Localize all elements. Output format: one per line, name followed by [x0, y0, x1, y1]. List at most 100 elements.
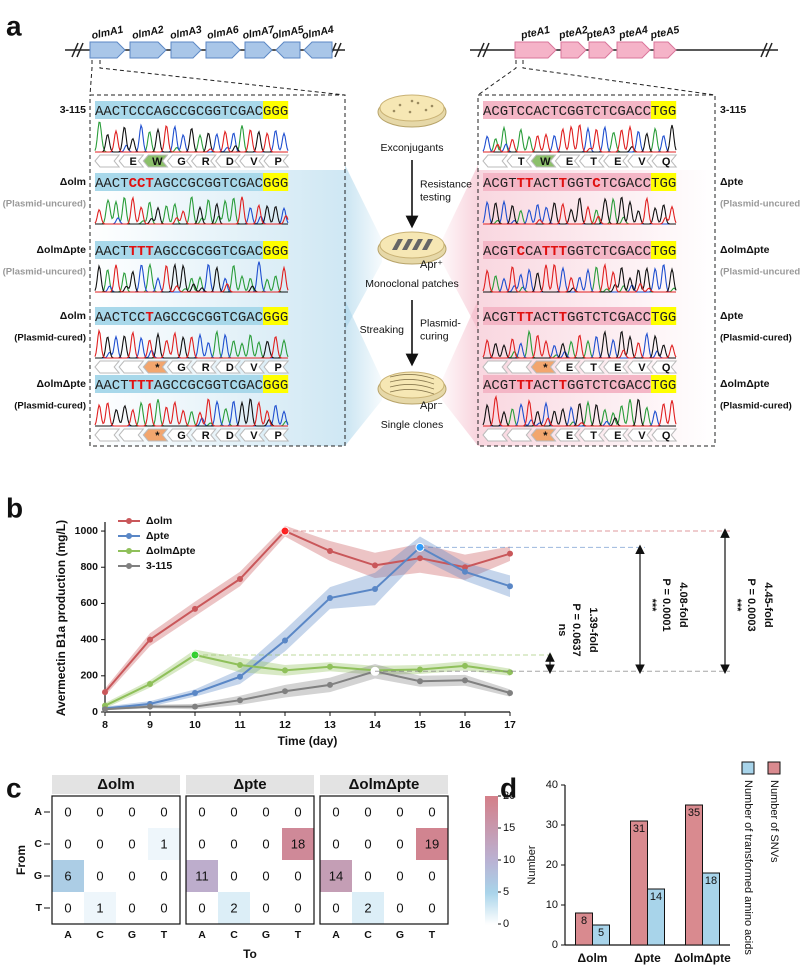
y-tick-label: 20: [546, 859, 558, 871]
zoom-line: [89, 60, 93, 96]
colorbar-step: [485, 870, 498, 873]
codon: [263, 154, 290, 168]
seq-segment: GGTCTCGACC: [567, 244, 651, 260]
chromatogram-trace: [483, 394, 677, 427]
chromatogram-trace: [483, 196, 677, 225]
annotation-p: P = 0.0637: [570, 603, 582, 656]
colorbar-step: [485, 914, 498, 917]
codon: [651, 360, 678, 374]
residue: Q: [662, 430, 671, 442]
colorbar-step: [485, 800, 498, 803]
cell: [384, 796, 416, 828]
chromatogram-trace: [94, 398, 288, 427]
strain-note: (Plasmid-uncured): [3, 199, 86, 210]
seq-segment: CCT: [129, 176, 154, 192]
colorbar-step: [485, 892, 498, 895]
colorbar-step: [485, 922, 498, 925]
colorbar-label: 0: [503, 918, 509, 930]
cell: [282, 796, 314, 828]
colorbar-step: [485, 850, 498, 853]
sequence: AACTCCTAGCCGCGGTCGACGGG: [95, 176, 288, 192]
arrow-label: testing: [420, 191, 451, 203]
arrow-label: Plasmid-: [420, 317, 461, 329]
colorbar-step: [485, 896, 498, 899]
cell: [250, 796, 282, 828]
point: [462, 564, 468, 571]
value-label: 8: [581, 915, 587, 927]
gene-arrow: [303, 41, 333, 59]
annotation-p: P = 0.0001: [660, 578, 672, 631]
x-tick-label: 16: [459, 719, 471, 731]
colorbar-label: 10: [503, 854, 515, 866]
colorbar-step: [485, 834, 498, 837]
codon: [263, 428, 290, 442]
codon: [554, 360, 581, 374]
zoom-box: [89, 94, 346, 447]
legend-label: Δolm: [146, 515, 172, 527]
x-axis-label: To: [243, 947, 257, 961]
cell-label: 2: [230, 900, 237, 915]
seq-bg: [95, 173, 263, 191]
gene-arrow: [616, 41, 651, 59]
cell-label: 0: [160, 804, 167, 819]
seq-bg: [95, 375, 263, 393]
colorbar-step: [485, 856, 498, 859]
pam-bg: [263, 307, 289, 325]
colorbar-step: [485, 814, 498, 817]
codon: [554, 428, 581, 442]
strain-label: ΔolmΔpte: [36, 378, 86, 390]
colorbar-step: [485, 798, 498, 801]
residue: R: [202, 430, 210, 442]
sequence: AACTTTTAGCCGCGGTCGACGGG: [95, 378, 288, 394]
codon: [94, 428, 121, 442]
break: [334, 42, 342, 58]
residue: Q: [662, 156, 671, 168]
residue: T: [590, 362, 597, 374]
residue: E: [566, 156, 573, 168]
legend-label: 3-115: [146, 560, 172, 572]
plate: [379, 371, 445, 399]
seq-bg: [95, 307, 263, 325]
gene-arrow: [129, 41, 167, 59]
colorbar-step: [485, 868, 498, 871]
residue: T: [590, 430, 597, 442]
bar: [702, 872, 720, 946]
point: [372, 585, 378, 592]
colorbar-step: [485, 810, 498, 813]
panel-title-bg: [186, 775, 314, 794]
seq-segment: ACT: [533, 310, 558, 326]
chromatogram-trace: [483, 196, 676, 225]
cell: [416, 892, 448, 924]
residue: V: [638, 156, 646, 168]
residue: G: [177, 362, 186, 374]
seq-segment: TT: [517, 310, 534, 326]
colorbar-step: [485, 862, 498, 865]
cell: [186, 892, 218, 924]
seq-segment: AGCCGCGGTCGAC: [154, 378, 263, 394]
codon: [215, 360, 241, 374]
cell: [320, 892, 352, 924]
strain-label: ΔolmΔpte: [36, 244, 86, 256]
colorbar-step: [485, 816, 498, 819]
col-label: T: [295, 929, 302, 941]
x-tick-label: 9: [147, 719, 153, 731]
codon: [627, 360, 654, 374]
pam: GGG: [263, 104, 288, 120]
break: [76, 42, 84, 58]
legend-dot: [126, 518, 132, 524]
point: [237, 661, 243, 668]
codon: [118, 154, 145, 168]
streak: [389, 374, 435, 380]
seq-segment: ACGT: [483, 176, 517, 192]
zoom-line: [522, 60, 716, 96]
colorbar-step: [485, 890, 498, 893]
sequence: AACTCCCAGCCGCGGTCGACGGG: [95, 104, 288, 120]
step-label: Single clones: [381, 419, 443, 431]
zoom-line: [477, 60, 517, 96]
cell-label: 0: [198, 836, 205, 851]
chromatogram-trace: [483, 124, 676, 153]
cell: [416, 796, 448, 828]
cell-label: 0: [428, 868, 435, 883]
value-label: 31: [633, 823, 645, 835]
